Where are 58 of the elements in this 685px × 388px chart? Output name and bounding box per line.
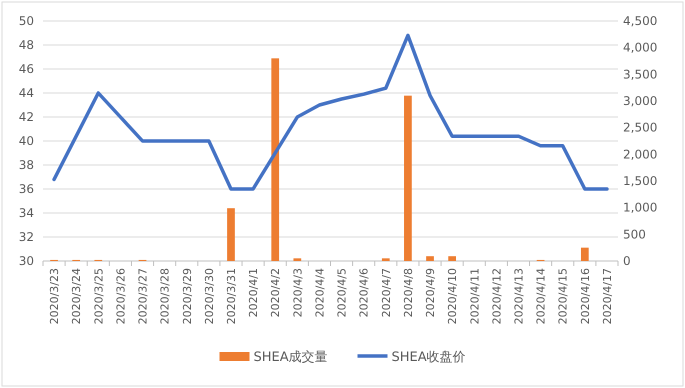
y2-tick-label: 2,500 [623, 120, 658, 135]
bar [448, 256, 456, 261]
bar [382, 258, 390, 261]
x-tick-label: 2020/4/16 [578, 268, 592, 324]
y-tick-label: 30 [18, 254, 34, 268]
x-tick-label: 2020/4/7 [380, 268, 393, 318]
y-tick-label: 32 [18, 230, 34, 244]
x-tick-label: 2020/4/12 [490, 268, 504, 324]
y2-tick-label: 1,500 [623, 174, 658, 188]
x-tick-label: 2020/3/23 [48, 268, 62, 324]
x-tick-label: 2020/3/24 [70, 268, 84, 324]
x-tick-label: 2020/4/11 [468, 268, 482, 324]
x-tick-label: 2020/4/1 [247, 268, 260, 318]
y-tick-label: 40 [18, 134, 34, 148]
x-tick-label: 2020/4/8 [402, 268, 415, 318]
x-tick-label: 2020/4/2 [269, 268, 282, 318]
y-tick-label: 42 [18, 110, 34, 124]
bar [426, 256, 434, 261]
x-tick-label: 2020/4/9 [424, 268, 438, 318]
x-tick-label: 2020/4/10 [446, 268, 460, 324]
bar [227, 208, 235, 261]
x-tick-label: 2020/4/5 [336, 268, 349, 318]
y2-tick-label: 1,000 [623, 200, 658, 215]
x-tick-label: 2020/4/6 [358, 268, 371, 318]
y2-tick-label: 3,500 [623, 67, 658, 82]
y-tick-label: 48 [18, 38, 34, 52]
legend-label: SHEA成交量 [254, 349, 328, 365]
y2-tick-label: 4,500 [623, 14, 658, 28]
x-tick-label: 2020/3/29 [180, 268, 194, 324]
x-tick-label: 2020/3/26 [114, 268, 128, 324]
y-tick-label: 36 [18, 182, 34, 196]
bar [580, 248, 589, 261]
y2-tick-label: 2,000 [623, 147, 658, 162]
x-tick-label: 2020/4/13 [512, 268, 526, 324]
x-tick-label: 2020/3/27 [136, 268, 150, 324]
y2-tick-label: 3,000 [623, 94, 658, 108]
y2-tick-label: 500 [623, 227, 646, 242]
y-tick-label: 34 [18, 206, 34, 220]
legend-label: SHEA收盘价 [392, 350, 466, 365]
x-tick-label: 2020/4/15 [556, 268, 570, 324]
x-tick-label: 2020/4/17 [600, 268, 614, 324]
x-tick-label: 2020/3/28 [158, 268, 172, 324]
x-tick-label: 2020/3/25 [92, 268, 106, 324]
y-tick-label: 44 [18, 86, 34, 100]
y-tick-label: 46 [18, 62, 34, 76]
y2-tick-label: 0 [623, 254, 631, 268]
bar [404, 96, 412, 261]
y-tick-label: 38 [18, 158, 34, 172]
x-tick-label: 2020/3/30 [202, 268, 216, 324]
y2-tick-label: 4,000 [623, 40, 658, 55]
bar [293, 258, 302, 261]
x-tick-label: 2020/4/14 [534, 268, 548, 324]
bar [271, 58, 280, 261]
x-tick-label: 2020/4/3 [291, 268, 304, 318]
line-series [52, 34, 609, 191]
x-tick-label: 2020/4/4 [313, 268, 326, 318]
y-tick-label: 50 [18, 14, 34, 28]
x-tick-label: 2020/3/31 [224, 268, 238, 324]
